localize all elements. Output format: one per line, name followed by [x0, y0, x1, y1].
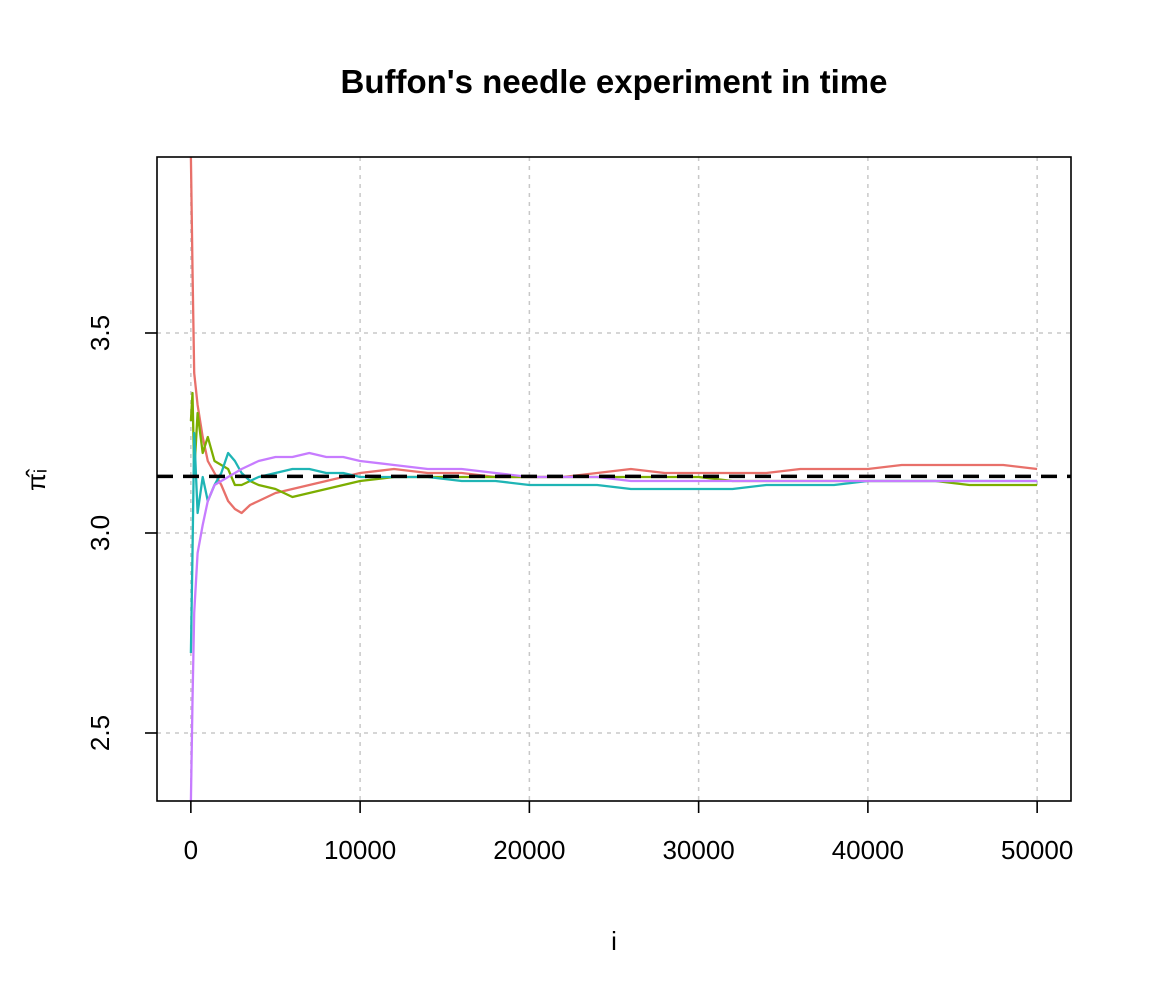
chart-title: Buffon's needle experiment in time — [341, 63, 888, 100]
x-tick-label: 10000 — [324, 835, 396, 865]
y-tick-label: 3.5 — [85, 315, 115, 351]
x-axis-label: i — [611, 926, 617, 956]
series-line-1 — [189, 156, 1038, 515]
x-tick-label: 20000 — [493, 835, 565, 865]
x-tick-label: 30000 — [662, 835, 734, 865]
x-tick-label: 40000 — [832, 835, 904, 865]
plot-border — [156, 156, 1072, 802]
x-tick-label: 50000 — [1001, 835, 1073, 865]
y-tick-label: 2.5 — [85, 715, 115, 751]
y-tick-label: 3.0 — [85, 515, 115, 551]
x-axis: 0 10000 20000 30000 40000 50000 — [184, 801, 1073, 865]
series-group — [189, 156, 1038, 802]
y-axis: 2.5 3.0 3.5 — [85, 315, 157, 751]
y-axis-label: π̂ᵢ — [21, 468, 51, 491]
series-line-4 — [189, 451, 1038, 802]
x-tick-label: 0 — [184, 835, 198, 865]
